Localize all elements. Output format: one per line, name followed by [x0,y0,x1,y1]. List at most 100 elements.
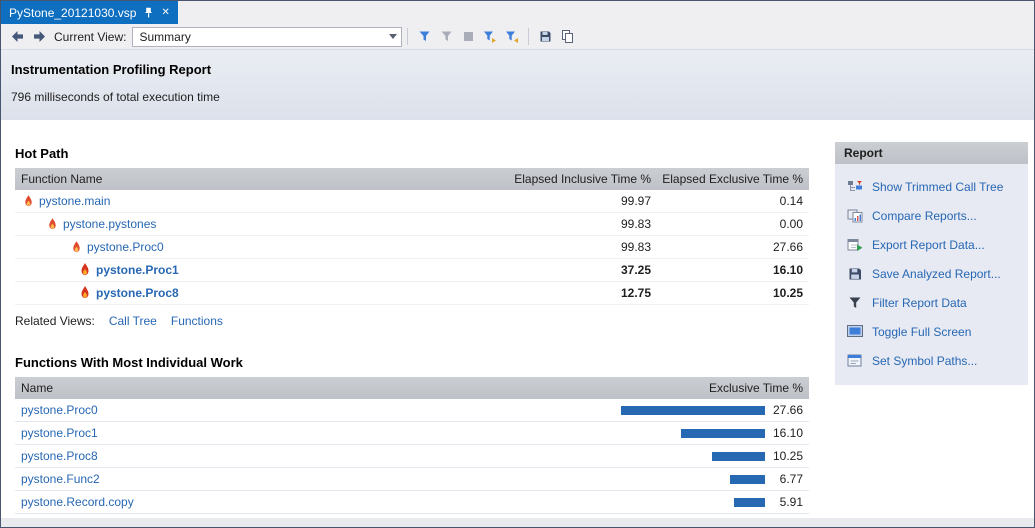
function-link[interactable]: pystone.main [39,194,111,208]
column-header-exclusive: Elapsed Exclusive Time % [662,172,803,186]
flame-icon [79,286,91,300]
panel-link: Export Report Data... [872,237,985,252]
table-row: pystone.Proc0 27.66 [15,399,809,422]
table-row: pystone.Proc0 99.83 27.66 [15,236,809,259]
flame-icon [71,240,82,254]
exclusive-time-value: 5.91 [779,495,803,509]
panel-item-show-trimmed-call-tree[interactable]: Show Trimmed Call Tree [835,172,1028,201]
flame-icon [79,263,91,277]
time-bar [734,497,765,507]
copy-report-button[interactable] [556,26,578,47]
individual-work-section: Functions With Most Individual Work Name… [15,328,1034,514]
panel-link: Save Analyzed Report... [872,266,1001,281]
function-link[interactable]: pystone.Record.copy [21,495,134,509]
compare-reports-icon [846,209,863,223]
exclusive-value: 10.25 [772,286,803,300]
report-panel-body: Show Trimmed Call Tree Compare Reports..… [835,164,1028,385]
inclusive-value: 99.97 [620,194,651,208]
table-row: pystone.Func2 6.77 [15,468,809,491]
document-tab[interactable]: PyStone_20121030.vsp ✕ [1,1,178,24]
current-view-value: Summary [139,29,191,44]
table-row: pystone.pystones 99.83 0.00 [15,213,809,236]
filter-icon [846,296,863,309]
individual-work-title: Functions With Most Individual Work [15,355,243,370]
table-row: pystone.Proc8 10.25 [15,445,809,468]
import-marks-filter-button[interactable] [479,26,501,47]
time-bar [681,428,765,438]
time-bar [712,451,765,461]
exclusive-value: 0.14 [779,194,803,208]
individual-work-table: Name Exclusive Time % pystone.Proc0 27.6… [15,377,809,514]
filter-icon [419,31,430,41]
inclusive-value: 99.83 [620,217,651,231]
symbol-paths-icon [846,354,863,367]
back-arrow-icon [11,31,23,42]
report-panel: Report Show Trimmed Call Tree Compare Re… [835,142,1028,385]
exclusive-value: 0.00 [779,217,803,231]
back-button[interactable] [6,26,28,47]
panel-link: Compare Reports... [872,208,977,223]
function-link[interactable]: pystone.Func2 [21,472,100,486]
filter-button[interactable] [413,26,435,47]
full-screen-icon [846,325,863,338]
exclusive-time-value: 6.77 [779,472,803,486]
chevron-down-icon [384,34,401,39]
import-marks-filter-icon [484,31,497,43]
function-link[interactable]: pystone.pystones [63,217,157,231]
panel-item-toggle-full-screen[interactable]: Toggle Full Screen [835,317,1028,346]
function-link[interactable]: pystone.Proc0 [87,240,164,254]
exclusive-time-value: 27.66 [772,403,803,417]
export-report-icon [846,238,863,252]
inclusive-value: 12.75 [620,286,651,300]
related-link-functions[interactable]: Functions [170,314,223,328]
save-report-button[interactable] [534,26,556,47]
toolbar-separator [528,28,530,45]
export-marks-filter-icon [506,31,519,43]
export-marks-filter-button[interactable] [501,26,523,47]
current-view-select[interactable]: Summary [132,26,403,47]
stop-button[interactable] [457,26,479,47]
clear-filter-button[interactable] [435,26,457,47]
column-header-inclusive: Elapsed Inclusive Time % [514,172,651,186]
panel-item-export-report-data[interactable]: Export Report Data... [835,230,1028,259]
report-content: Hot Path Function Name Elapsed Inclusive… [1,120,1034,527]
related-link-call-tree[interactable]: Call Tree [108,314,157,328]
function-link[interactable]: pystone.Proc1 [96,263,179,277]
tab-title: PyStone_20121030.vsp [9,5,137,20]
execution-time-summary: 796 milliseconds of total execution time [11,90,220,104]
close-icon[interactable]: ✕ [161,6,170,18]
save-icon [540,31,551,42]
forward-button[interactable] [28,26,50,47]
table-row: pystone.Record.copy 5.91 [15,491,809,514]
panel-link: Set Symbol Paths... [872,353,978,368]
save-icon [846,267,863,281]
hot-path-table: Function Name Elapsed Inclusive Time % E… [15,168,809,305]
function-link[interactable]: pystone.Proc8 [21,449,98,463]
clear-filter-icon [441,31,452,41]
table-row: pystone.main 99.97 0.14 [15,190,809,213]
inclusive-value: 37.25 [620,263,651,277]
panel-item-compare-reports[interactable]: Compare Reports... [835,201,1028,230]
column-header-name: Name [21,381,54,395]
panel-link: Show Trimmed Call Tree [872,179,1004,194]
panel-link: Filter Report Data [872,295,967,310]
current-view-label: Current View: [54,29,127,44]
panel-item-filter-report-data[interactable]: Filter Report Data [835,288,1028,317]
function-link[interactable]: pystone.Proc0 [21,403,98,417]
table-row: pystone.Proc8 12.75 10.25 [15,282,809,305]
panel-item-set-symbol-paths[interactable]: Set Symbol Paths... [835,346,1028,375]
hot-path-table-header: Function Name Elapsed Inclusive Time % E… [15,168,809,190]
panel-item-save-analyzed-report[interactable]: Save Analyzed Report... [835,259,1028,288]
exclusive-value: 27.66 [772,240,803,254]
function-link[interactable]: pystone.Proc1 [21,426,98,440]
bottom-strip [1,518,1034,527]
forward-arrow-icon [33,31,45,42]
page-title: Instrumentation Profiling Report [11,62,212,77]
tab-strip: PyStone_20121030.vsp ✕ [1,1,1034,24]
function-link[interactable]: pystone.Proc8 [96,286,179,300]
pin-icon[interactable] [144,7,153,18]
toolbar-separator [407,28,409,45]
hot-path-title: Hot Path [15,146,69,161]
call-tree-icon [846,180,863,194]
